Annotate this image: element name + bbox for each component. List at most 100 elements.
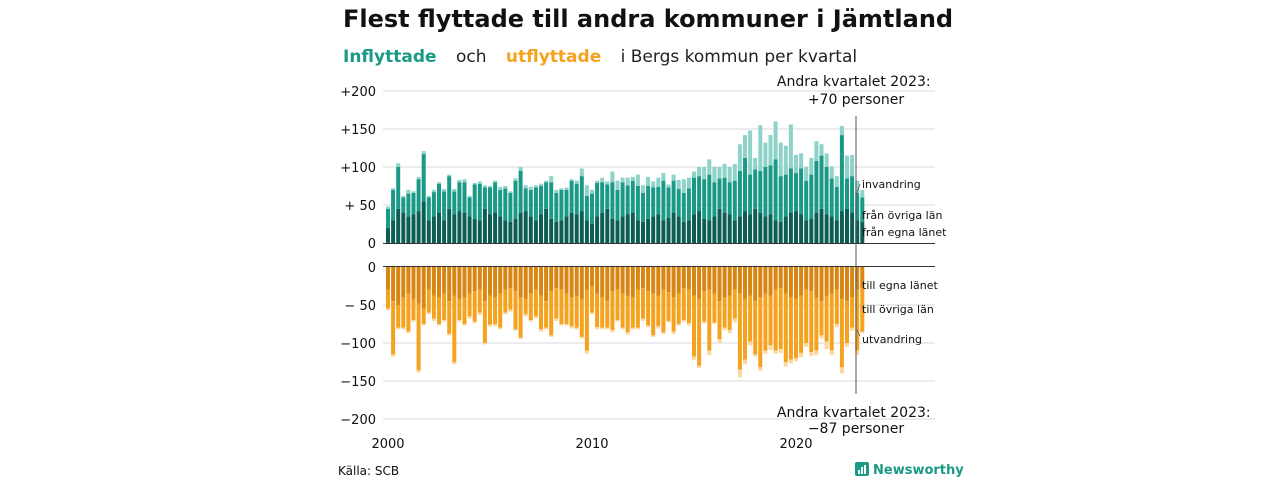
bar-upper-0 — [824, 214, 829, 243]
bar-upper-1 — [528, 189, 533, 217]
bar-lower-2 — [737, 369, 742, 378]
bar-lower-1 — [860, 288, 865, 332]
subtitle-och: och — [456, 47, 487, 67]
bar-upper-2 — [799, 153, 804, 169]
annotation-top-line2: +70 personer — [808, 92, 905, 108]
bar-upper-0 — [411, 214, 416, 243]
bar-upper-0 — [539, 214, 543, 243]
bar-lower-0 — [549, 267, 554, 292]
bar-upper-1 — [839, 135, 844, 212]
xticks: 2000 2010 2020 — [371, 437, 812, 452]
bar-upper-0 — [549, 218, 554, 243]
annotation-bottom: Andra kvartalet 2023: −87 personer — [777, 405, 935, 437]
bar-upper-0 — [763, 216, 768, 243]
bar-upper-1 — [554, 192, 559, 222]
bar-upper-2 — [590, 189, 594, 194]
bar-lower-0 — [778, 267, 783, 289]
bar-lower-2 — [845, 343, 849, 347]
ytick-upper-label: 0 — [368, 237, 376, 252]
brand-name: Newsworthy — [873, 463, 964, 478]
bar-upper-1 — [656, 186, 661, 215]
bar-lower-2 — [488, 324, 492, 327]
bar-lower-2 — [646, 325, 651, 328]
bar-lower-2 — [722, 327, 727, 331]
leader-invandring — [856, 183, 861, 194]
bar-upper-1 — [661, 180, 666, 221]
segment-label-till-ovriga-lan: till övriga län — [862, 303, 934, 316]
bar-lower-2 — [467, 316, 472, 319]
bar-upper-2 — [503, 186, 508, 189]
bar-upper-1 — [850, 176, 855, 213]
bar-lower-2 — [421, 324, 426, 326]
bar-lower-1 — [437, 297, 441, 324]
bar-lower-0 — [396, 267, 401, 305]
bar-lower-2 — [498, 327, 503, 330]
bar-upper-2 — [595, 180, 600, 183]
bar-upper-1 — [391, 189, 396, 221]
bar-upper-0 — [799, 214, 804, 243]
bar-upper-0 — [498, 216, 503, 243]
bar-upper-0 — [722, 212, 727, 243]
annotation-top-line1: Andra kvartalet 2023: — [777, 74, 931, 90]
bar-lower-1 — [834, 289, 839, 324]
bar-upper-1 — [605, 184, 610, 209]
bar-upper-2 — [533, 185, 538, 188]
bar-upper-2 — [819, 144, 824, 156]
bar-upper-2 — [549, 176, 554, 183]
bar-upper-2 — [574, 180, 579, 184]
bar-upper-2 — [498, 186, 503, 190]
bar-upper-1 — [462, 182, 467, 213]
bar-lower-1 — [758, 297, 763, 368]
brand-logo[interactable]: Newsworthy — [855, 462, 964, 478]
bar-upper-1 — [426, 197, 431, 221]
bar-upper-1 — [431, 192, 436, 217]
bar-lower-1 — [416, 303, 421, 371]
bars-inflyttade — [386, 121, 865, 243]
bar-upper-2 — [635, 174, 640, 186]
bar-upper-1 — [748, 174, 753, 215]
bar-upper-0 — [753, 208, 758, 243]
ytick-lower-label: 0 — [368, 261, 376, 276]
bar-lower-1 — [763, 293, 768, 351]
bar-lower-1 — [824, 295, 829, 342]
bar-upper-2 — [824, 153, 829, 167]
bar-upper-0 — [732, 220, 737, 243]
bar-lower-2 — [743, 359, 747, 365]
bar-lower-1 — [671, 297, 676, 332]
bar-lower-1 — [819, 301, 824, 336]
bar-upper-0 — [615, 220, 620, 243]
bar-upper-1 — [676, 189, 681, 217]
bar-lower-0 — [666, 267, 671, 293]
bar-lower-2 — [829, 350, 834, 356]
bar-upper-2 — [712, 167, 717, 183]
bar-upper-1 — [437, 183, 441, 213]
bar-upper-2 — [778, 142, 783, 177]
bar-lower-0 — [477, 267, 482, 290]
bar-lower-1 — [396, 305, 401, 328]
bar-lower-0 — [584, 267, 589, 290]
bar-upper-1 — [564, 189, 569, 217]
bar-lower-1 — [702, 291, 707, 322]
bar-upper-0 — [743, 211, 747, 243]
bar-upper-0 — [467, 216, 472, 243]
bar-upper-2 — [697, 167, 702, 177]
bar-upper-1 — [590, 193, 594, 224]
bar-upper-2 — [763, 142, 768, 167]
bar-lower-0 — [845, 267, 849, 302]
yticks-lower: 0 − 50 −100 −150 −200 — [340, 261, 376, 428]
bar-lower-1 — [809, 291, 814, 353]
bar-lower-2 — [391, 354, 396, 357]
bar-upper-2 — [620, 177, 625, 183]
bar-lower-0 — [554, 267, 559, 289]
bar-lower-1 — [488, 295, 492, 325]
bar-lower-0 — [799, 267, 804, 296]
bar-lower-0 — [569, 267, 574, 298]
bar-lower-1 — [743, 298, 747, 360]
bar-upper-0 — [712, 216, 717, 243]
bar-lower-0 — [564, 267, 569, 294]
bar-upper-0 — [472, 218, 477, 243]
bar-upper-1 — [829, 178, 834, 217]
bar-upper-1 — [641, 192, 645, 222]
bar-upper-0 — [850, 212, 855, 243]
